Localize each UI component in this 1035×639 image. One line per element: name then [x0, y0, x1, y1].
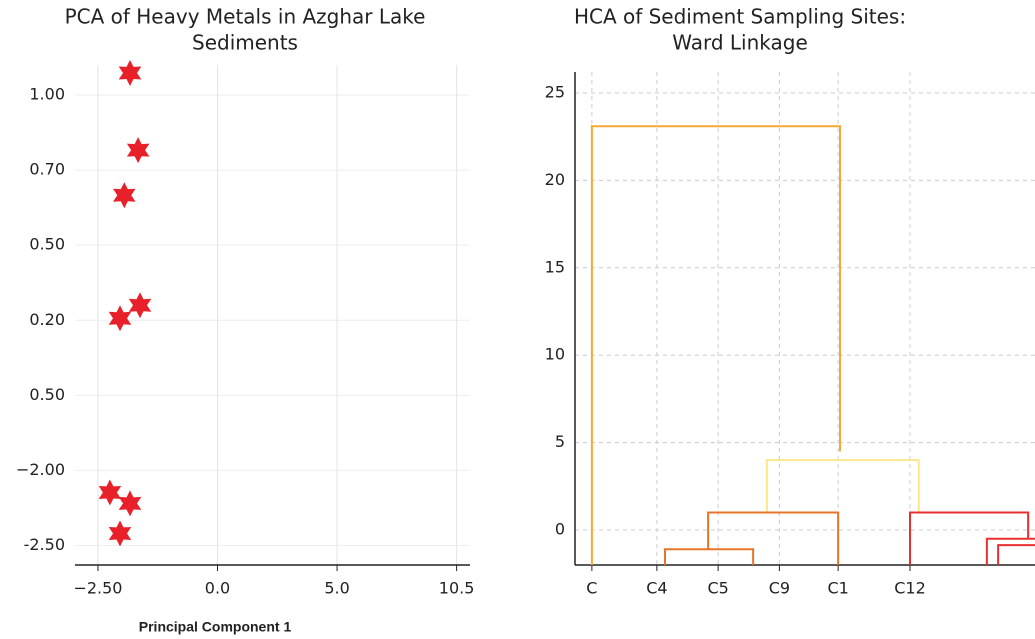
x-axis-label: Principal Component 1	[139, 619, 292, 635]
x-tick-label: 10.5	[439, 579, 475, 598]
chart-title: Sediments	[192, 31, 298, 55]
y-tick-label: 0.50	[29, 235, 65, 254]
x-tick-label: C	[586, 579, 597, 598]
x-tick-label: 0.0	[205, 579, 230, 598]
x-tick-label: C12	[894, 579, 926, 598]
y-tick-label: 15	[545, 257, 565, 276]
star-point	[126, 137, 150, 164]
chart-title: Ward Linkage	[672, 31, 808, 55]
y-tick-label: -2.50	[24, 535, 65, 554]
star-point	[128, 292, 152, 319]
dendrogram-link	[707, 511, 840, 565]
dendrogram-link	[997, 544, 1035, 565]
star-point	[98, 479, 122, 506]
x-tick-label: C4	[646, 579, 667, 598]
y-tick-label: 0	[555, 520, 565, 539]
dendrogram-link	[590, 125, 841, 565]
y-tick-label: 1.00	[29, 85, 65, 104]
x-tick-label: C5	[707, 579, 728, 598]
y-tick-label: −2.00	[16, 460, 65, 479]
y-tick-label: 25	[545, 82, 565, 101]
x-tick-label: 5.0	[324, 579, 349, 598]
y-tick-label: 20	[545, 170, 565, 189]
star-point	[108, 305, 132, 332]
star-point	[108, 520, 132, 547]
y-tick-label: 0.70	[29, 160, 65, 179]
y-tick-label: 0.20	[29, 310, 65, 329]
x-tick-label: C1	[827, 579, 848, 598]
dendrogram-link	[664, 548, 755, 565]
dendrogram-link	[765, 459, 920, 513]
y-tick-label: 0.50	[29, 385, 65, 404]
dendrogram-link	[985, 537, 1035, 565]
chart-title: HCA of Sediment Sampling Sites:	[574, 5, 906, 29]
star-point	[118, 60, 142, 86]
star-point	[118, 490, 142, 517]
chart-title: PCA of Heavy Metals in Azghar Lake	[65, 5, 426, 29]
dendrogram-link	[909, 511, 1030, 565]
x-tick-label: C9	[769, 579, 790, 598]
x-tick-label: −2.50	[73, 579, 122, 598]
star-point	[113, 182, 136, 209]
y-tick-label: 5	[555, 432, 565, 451]
y-tick-label: 10	[545, 345, 565, 364]
